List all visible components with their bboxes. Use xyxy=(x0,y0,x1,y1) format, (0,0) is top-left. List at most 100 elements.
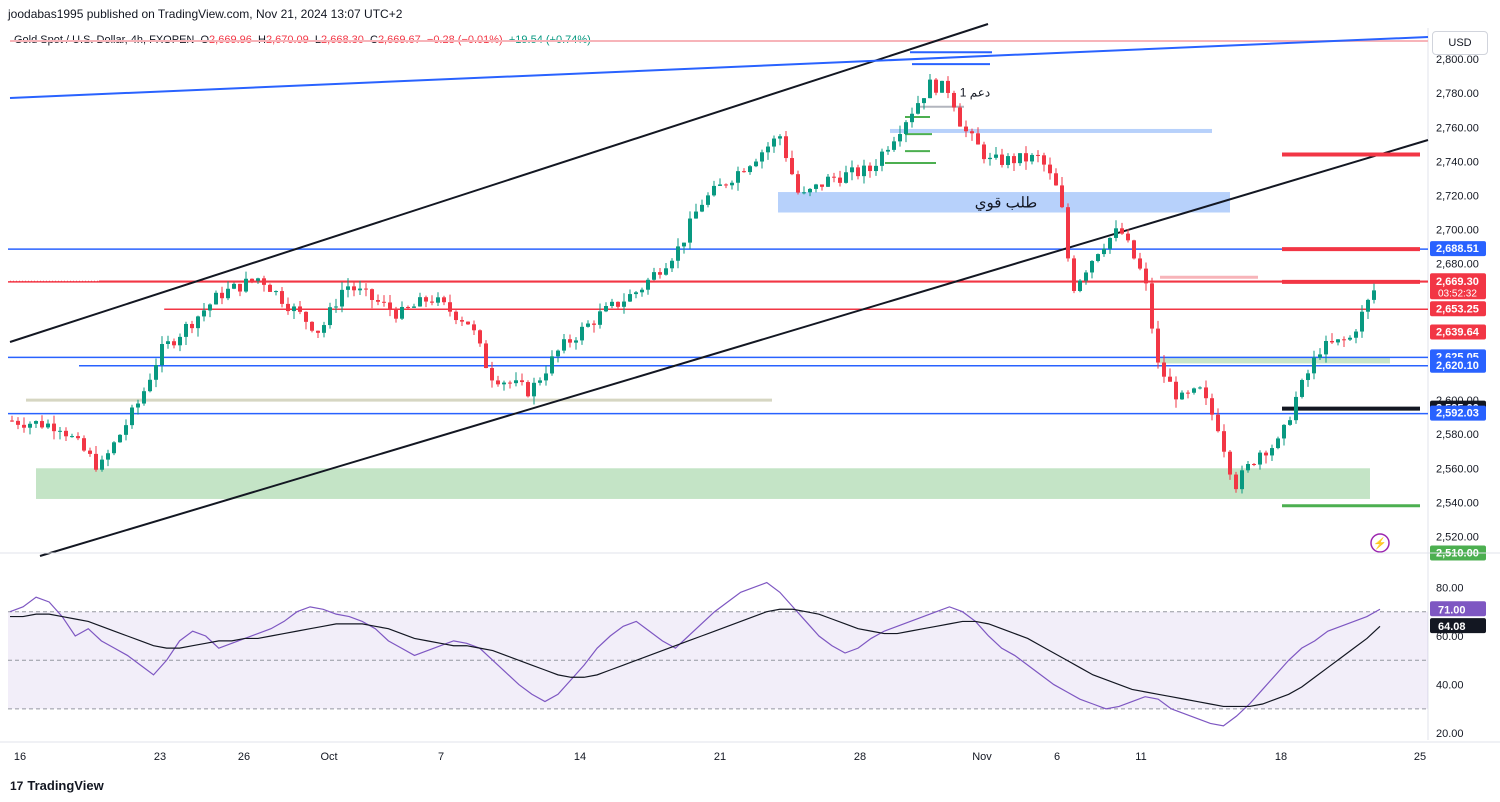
rsi-tick-label: 80.00 xyxy=(1436,582,1464,594)
candle-body xyxy=(1312,357,1316,374)
candle-body xyxy=(118,434,122,443)
candle-body xyxy=(922,98,926,104)
candle-body xyxy=(1084,272,1088,281)
candle-body xyxy=(796,174,800,193)
candle-body xyxy=(514,380,518,384)
currency-button[interactable]: USD xyxy=(1432,31,1488,55)
candle-body xyxy=(322,325,326,333)
candle-body xyxy=(58,430,62,432)
candle-body xyxy=(616,301,620,307)
price-chart[interactable]: طلب قوي دعم 1 ⚡ 2,800.00 2,780.00 2,760.00 2,7… xyxy=(0,0,1500,770)
candle-body xyxy=(832,176,836,178)
candle-body xyxy=(1354,331,1358,338)
candle-body xyxy=(256,278,260,281)
candle-body xyxy=(1228,451,1232,475)
candle-body xyxy=(592,323,596,325)
candle-body xyxy=(1192,388,1196,393)
blue-trendline xyxy=(9,36,1429,99)
rsi-tick-label: 40.00 xyxy=(1436,680,1464,692)
candle-body xyxy=(874,165,878,172)
candle-body xyxy=(550,356,554,374)
price-label-text: 2,592.03 xyxy=(1436,408,1479,420)
candle-body xyxy=(1096,254,1100,261)
tradingview-footer[interactable]: 17 TradingView xyxy=(10,778,104,793)
candle-body xyxy=(844,172,848,183)
candle-body xyxy=(52,423,56,432)
candle-body xyxy=(784,136,788,159)
candle-body xyxy=(994,154,998,158)
candle-body xyxy=(586,323,590,327)
candle-body xyxy=(928,79,932,99)
candle-body xyxy=(1270,448,1274,456)
candle-body xyxy=(40,421,44,428)
candle-body xyxy=(1018,153,1022,164)
candle-body xyxy=(316,330,320,333)
candle-body xyxy=(448,302,452,312)
candle-body xyxy=(466,321,470,325)
publisher-line: joodabas1995 published on TradingView.co… xyxy=(8,7,403,21)
candle-body xyxy=(724,184,728,186)
candle-body xyxy=(22,424,26,428)
candle-body xyxy=(1258,452,1262,465)
candle-body xyxy=(880,151,884,166)
candle-body xyxy=(298,306,302,312)
candle-body xyxy=(826,176,830,187)
candle-body xyxy=(166,341,170,345)
candle-body xyxy=(334,306,338,308)
candle-body xyxy=(520,380,524,383)
candle-body xyxy=(28,423,32,428)
candle-body xyxy=(574,340,578,343)
candle-body xyxy=(640,289,644,293)
candle-body xyxy=(370,289,374,301)
candle-body xyxy=(82,438,86,451)
candle-body xyxy=(1156,328,1160,363)
candle-body xyxy=(568,339,572,343)
candle-body xyxy=(652,272,656,280)
candle-body xyxy=(250,278,254,281)
candle-body xyxy=(634,292,638,295)
candle-body xyxy=(88,450,92,454)
candle-body xyxy=(748,166,752,173)
candle-body xyxy=(1276,438,1280,449)
small-green-zone xyxy=(1160,357,1390,364)
candle-body xyxy=(400,306,404,319)
candle-body xyxy=(892,141,896,150)
candle-body xyxy=(1048,164,1052,174)
price-label-box xyxy=(1430,357,1486,373)
price-label-box xyxy=(1430,324,1486,340)
x-tick-label: 21 xyxy=(714,751,726,763)
candle-body xyxy=(394,309,398,319)
candle-body xyxy=(358,288,362,291)
candle-body xyxy=(964,126,968,132)
candle-body xyxy=(778,136,782,139)
y-tick-label: 2,580.00 xyxy=(1436,429,1479,441)
candle-body xyxy=(160,344,164,366)
candle-body xyxy=(772,138,776,147)
rsi-value-box xyxy=(1430,618,1486,634)
candle-body xyxy=(1348,337,1352,340)
candle-body xyxy=(178,336,182,346)
candle-body xyxy=(364,288,368,290)
lightning-icon: ⚡ xyxy=(1370,533,1390,553)
candle-body xyxy=(100,459,104,470)
candle-body xyxy=(226,288,230,299)
candle-body xyxy=(280,291,284,304)
candle-body xyxy=(424,297,428,302)
candle-body xyxy=(304,311,308,322)
candle-body xyxy=(940,80,944,93)
footer-brand: TradingView xyxy=(27,778,104,793)
candle-body xyxy=(958,107,962,127)
candle-body xyxy=(712,185,716,196)
price-label-text: 2,639.64 xyxy=(1436,326,1480,338)
candlestick-series xyxy=(10,74,1376,494)
candle-body xyxy=(478,330,482,344)
candle-body xyxy=(382,301,386,303)
y-tick-label: 2,520.00 xyxy=(1436,531,1479,543)
price-label-text: 2,688.51 xyxy=(1436,243,1479,255)
candle-body xyxy=(1168,376,1172,382)
strong-demand-zone xyxy=(778,192,1230,213)
candle-body xyxy=(202,310,206,317)
candle-body xyxy=(904,122,908,135)
candle-body xyxy=(472,324,476,331)
candle-body xyxy=(982,144,986,160)
